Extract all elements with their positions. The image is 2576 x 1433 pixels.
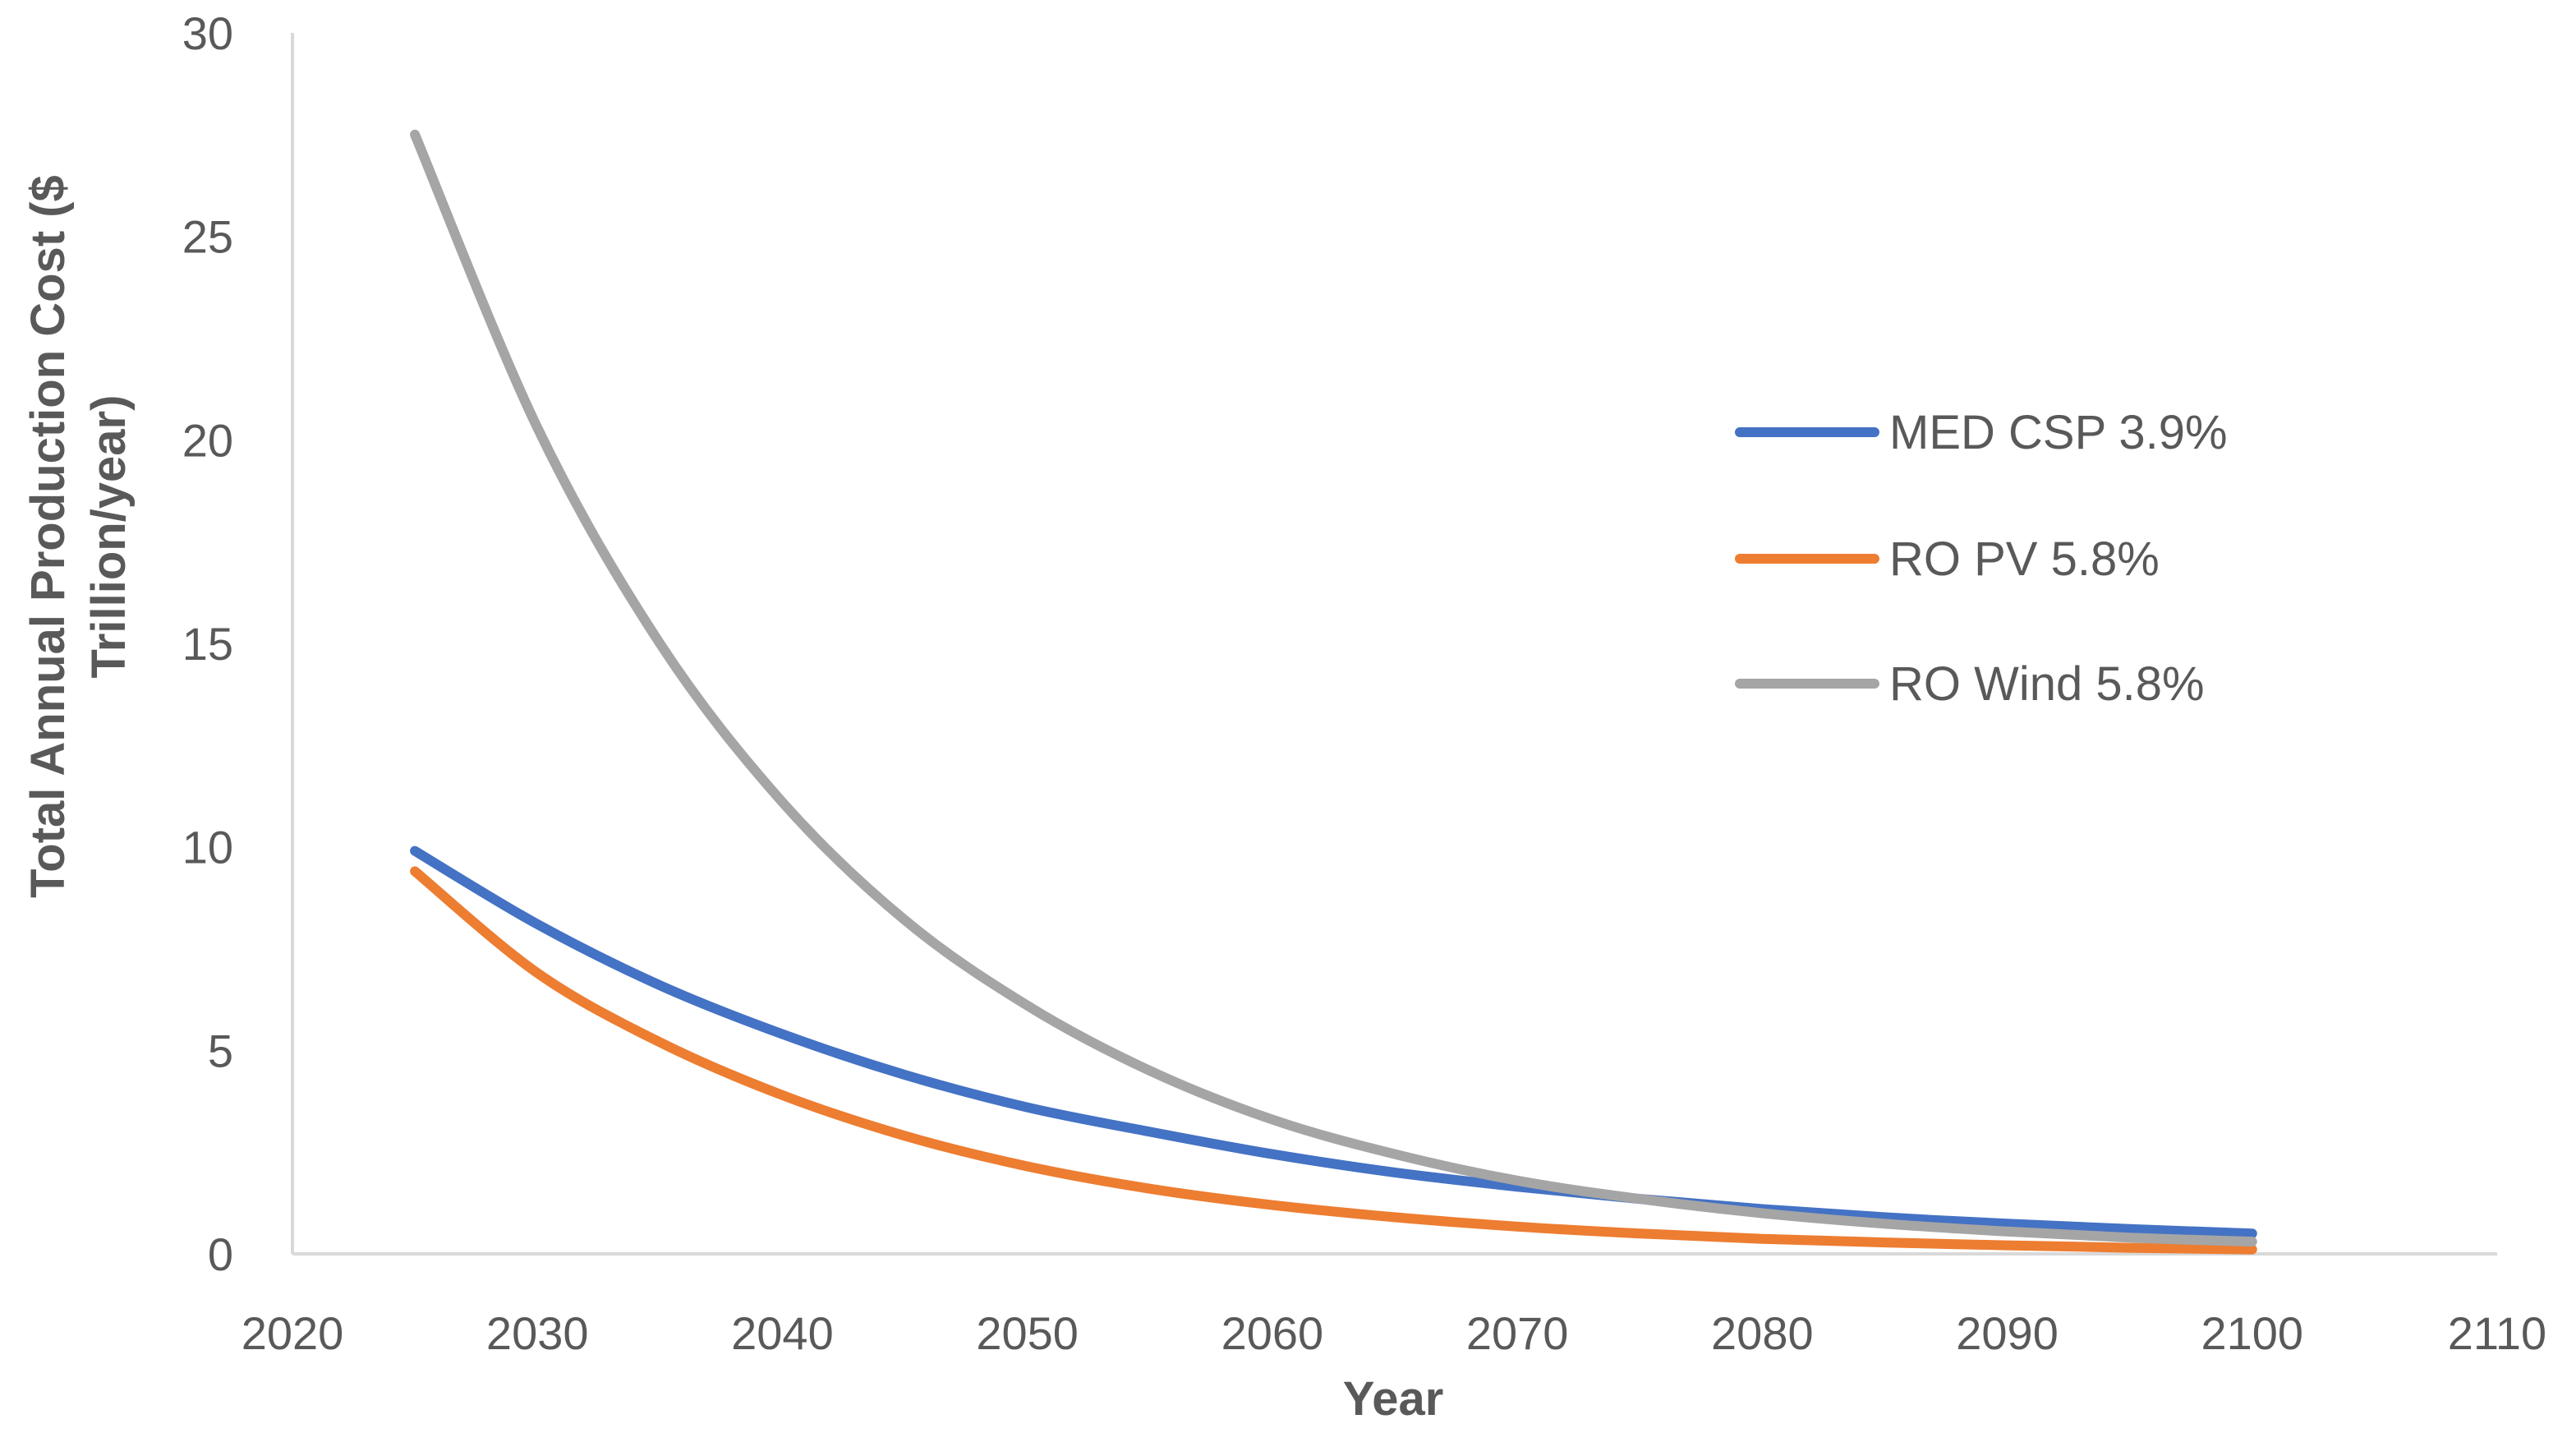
legend-label-ro-wind-5-8: RO Wind 5.8% — [1889, 657, 2205, 711]
x-tick-label: 2040 — [731, 1307, 834, 1359]
y-tick-label: 0 — [208, 1228, 233, 1280]
y-tick-label: 5 — [208, 1025, 233, 1076]
axes-layer — [291, 33, 2497, 1256]
y-axis-title-line-1: Total Annual Production Cost ($ — [21, 175, 75, 898]
y-axis-title-line-2: Trillion/year) — [82, 395, 136, 679]
x-tick-label: 2030 — [486, 1307, 589, 1359]
x-axis-title: Year — [1343, 1372, 1444, 1426]
tick-labels: 0 5 10 15 20 25 30 2020 2030 2040 2050 2060 2070 2080… — [182, 7, 2547, 1359]
series-line-ro-pv-5-8 — [410, 866, 2257, 1255]
legend: MED CSP 3.9% RO PV 5.8% RO Wind 5.8% — [1735, 406, 2228, 711]
series-line-ro-wind-5-8 — [410, 129, 2257, 1247]
x-tick-label: 2020 — [242, 1307, 344, 1359]
series-lines — [410, 129, 2257, 1255]
legend-label-ro-pv-5-8: RO PV 5.8% — [1889, 532, 2160, 586]
y-tick-label: 20 — [182, 414, 233, 466]
axis-titles: Year Total Annual Production Cost ($ Tri… — [21, 175, 1443, 1426]
x-tick-label: 2050 — [976, 1307, 1079, 1359]
x-tick-label: 2060 — [1221, 1307, 1324, 1359]
y-tick-label: 15 — [182, 618, 233, 670]
y-tick-label: 25 — [182, 211, 233, 263]
y-tick-label: 10 — [182, 822, 233, 873]
x-tick-label: 2080 — [1711, 1307, 1814, 1359]
series-line-med-csp-3-9 — [410, 846, 2257, 1239]
x-tick-label: 2100 — [2201, 1307, 2303, 1359]
x-tick-label: 2070 — [1466, 1307, 1569, 1359]
x-tick-label: 2110 — [2448, 1307, 2546, 1359]
y-tick-label: 30 — [182, 7, 233, 59]
x-tick-label: 2090 — [1956, 1307, 2058, 1359]
legend-label-med-csp-3-9: MED CSP 3.9% — [1889, 406, 2228, 459]
